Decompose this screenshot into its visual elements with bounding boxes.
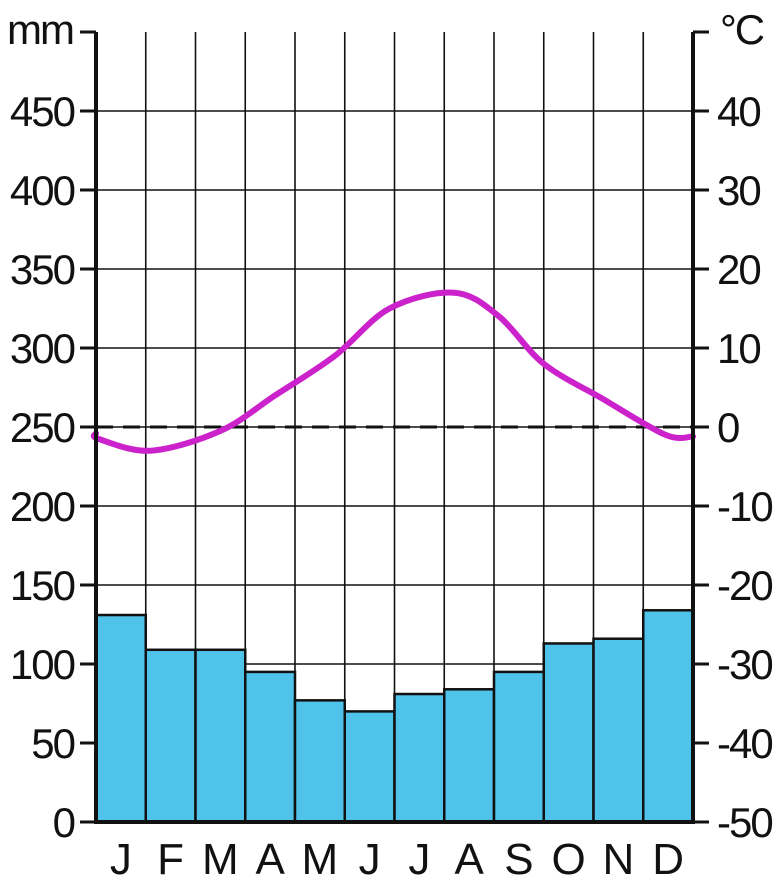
right-tick-label: -10 [717,483,772,530]
month-label: O [552,835,586,884]
right-tick-label: 0 [717,404,739,451]
temperature-line [90,289,696,454]
right-tick-label: -20 [717,562,772,609]
month-label: F [157,835,184,884]
right-tick-label: 10 [717,325,760,372]
month-label: J [110,835,132,884]
precipitation-bar [194,648,247,824]
precipitation-bar [244,670,297,824]
month-label: J [359,835,381,884]
precipitation-bar [443,688,496,824]
right-tick-label: -40 [717,720,772,767]
month-label: S [504,835,533,884]
precipitation-bar [293,699,346,824]
left-tick-label: 250 [10,404,75,451]
left-tick-label: 100 [10,641,75,688]
month-label: D [652,835,684,884]
right-axis-unit: °C [720,6,764,53]
precipitation-bar [144,648,197,824]
left-tick-label: 200 [10,483,75,530]
precipitation-bar [94,613,147,824]
right-tick-label: -50 [717,799,772,846]
left-axis-unit: mm [7,6,73,53]
precipitation-bar [542,642,595,824]
precipitation-bar [642,609,695,824]
right-tick-label: -30 [717,641,772,688]
right-tick-label: 40 [717,88,760,135]
precipitation-bars [94,609,695,824]
month-label: M [302,835,339,884]
left-tick-label: 400 [10,167,75,214]
right-axis: °C -50 -40 -30 -20 -10 0 10 20 30 40 [693,6,774,846]
left-tick-label: 450 [10,88,75,135]
month-label: N [602,835,634,884]
month-label: J [408,835,430,884]
left-tick-label: 150 [10,562,75,609]
precipitation-bar [592,637,645,824]
precipitation-bar [343,710,396,824]
precipitation-bar [492,670,545,824]
precipitation-bar [393,692,446,824]
left-axis: mm 0 50 100 150 200 250 300 350 400 450 [7,6,96,846]
right-tick-label: 30 [717,167,760,214]
month-label: M [202,835,239,884]
month-label: A [454,835,484,884]
left-tick-label: 350 [10,246,75,293]
left-tick-label: 50 [31,720,74,767]
right-tick-label: 20 [717,246,760,293]
month-label: A [255,835,285,884]
temperature-line-group [90,289,696,454]
left-tick-label: 300 [10,325,75,372]
left-tick-label: 0 [53,799,75,846]
